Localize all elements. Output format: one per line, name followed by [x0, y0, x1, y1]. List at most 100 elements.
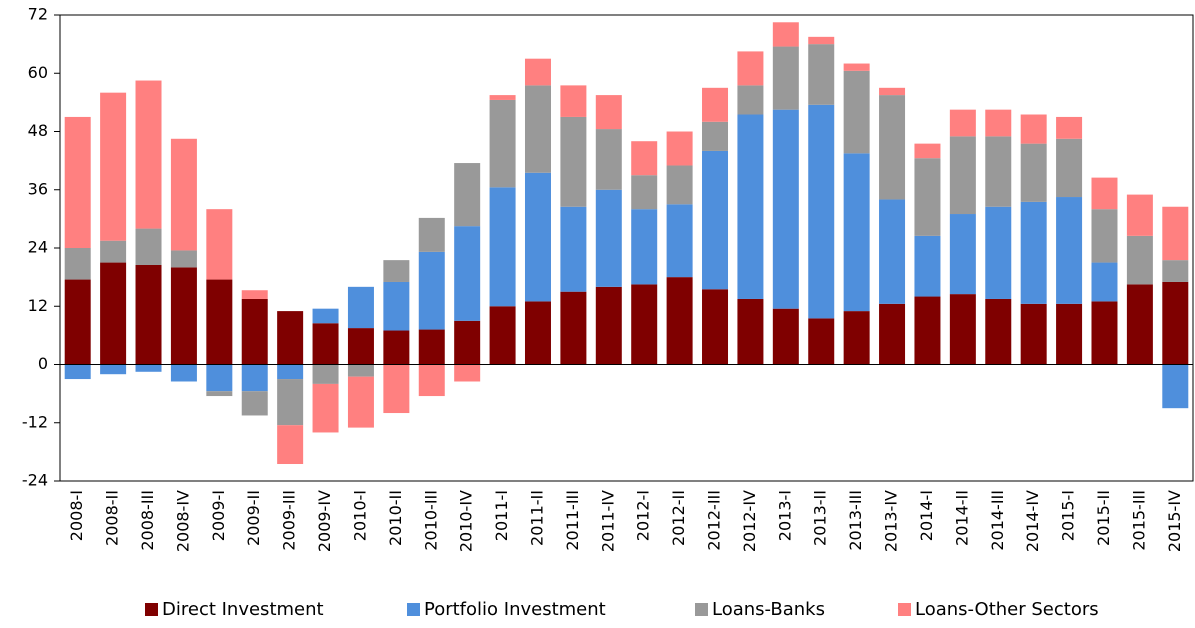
bar-segment [595, 286, 622, 365]
bar-segment [170, 250, 197, 268]
bar-segment [135, 364, 162, 372]
bar-segment [277, 364, 304, 380]
x-tick-label: 2009-IV [315, 490, 334, 552]
x-tick-label: 2013-I [775, 490, 794, 541]
bar-segment [595, 129, 622, 190]
bar-segment [949, 294, 976, 365]
bar-segment [702, 150, 729, 290]
bar-segment [135, 80, 162, 229]
bar-segment [666, 277, 693, 365]
x-tick-label: 2015-II [1094, 490, 1113, 546]
bar-segment [1056, 303, 1083, 365]
x-tick-label: 2010-IV [457, 490, 476, 552]
bar-segment [170, 138, 197, 251]
bar-segment [383, 260, 410, 282]
bar-segment [772, 22, 799, 47]
bar-segment [135, 228, 162, 265]
legend-label: Portfolio Investment [424, 599, 606, 620]
bar-segment [418, 217, 445, 252]
bar-segment [64, 116, 91, 248]
legend-swatch [695, 603, 708, 616]
x-tick-label: 2014-III [988, 490, 1007, 551]
x-tick-label: 2008-II [103, 490, 122, 546]
bar-segment [1162, 364, 1189, 409]
bar-segment [454, 226, 481, 321]
bar-segment [1020, 143, 1047, 202]
bar-segment [914, 235, 941, 297]
y-tick-label: 72 [28, 5, 48, 24]
bar-segment [1056, 197, 1083, 304]
bar-segment [560, 85, 587, 117]
bar-segment [808, 104, 835, 319]
bar-segment [1020, 201, 1047, 304]
bar-segment [843, 153, 870, 312]
bar-segment [241, 391, 268, 416]
legend-swatch [145, 603, 158, 616]
x-tick-label: 2013-III [846, 490, 865, 551]
x-tick-label: 2011-II [527, 490, 546, 546]
x-tick-label: 2012-III [705, 490, 724, 551]
bar-segment [772, 46, 799, 110]
bar-segment [914, 143, 941, 159]
bar-segment [312, 323, 339, 365]
bar-segment [135, 264, 162, 365]
bar-segment [347, 376, 374, 428]
bar-segment [560, 206, 587, 292]
bar-segment [879, 87, 906, 96]
bar-segment [702, 87, 729, 122]
bar-segment [560, 291, 587, 365]
legend-label: Loans-Other Sectors [915, 599, 1099, 620]
x-tick-label: 2011-IV [598, 490, 617, 552]
bar-segment [100, 92, 127, 241]
bar-segment [277, 425, 304, 465]
bar-segment [666, 204, 693, 278]
x-tick-label: 2012-I [634, 490, 653, 541]
bar-segment [737, 114, 764, 299]
bar-segment [489, 99, 516, 188]
bar-segment [843, 311, 870, 365]
x-tick-label: 2009-III [280, 490, 299, 551]
bar-segment [347, 328, 374, 365]
bar-segment [1020, 303, 1047, 365]
bar-segment [1091, 301, 1118, 365]
bar-segment [631, 175, 658, 210]
x-tick-label: 2015-IV [1165, 490, 1184, 552]
legend-label: Direct Investment [162, 599, 324, 620]
bar-segment [524, 58, 551, 86]
bar-segment [489, 95, 516, 100]
bar-segment [524, 301, 551, 365]
bar-segment [1091, 262, 1118, 302]
bar-segment [277, 379, 304, 426]
bar-segment [100, 240, 127, 263]
bar-segment [631, 141, 658, 176]
bar-segment [64, 364, 91, 380]
x-tick-label: 2015-I [1059, 490, 1078, 541]
x-tick-label: 2014-IV [1023, 490, 1042, 552]
bar-segment [843, 63, 870, 71]
bar-segment [1056, 138, 1083, 198]
bar-segment [64, 279, 91, 365]
bar-segment [489, 306, 516, 365]
bar-segment [560, 116, 587, 207]
bar-segment [914, 158, 941, 236]
bar-segment [489, 187, 516, 307]
x-tick-label: 2010-III [421, 490, 440, 551]
bar-segment [418, 329, 445, 365]
legend-swatch [898, 603, 911, 616]
bar-segment [1162, 281, 1189, 365]
bar-segment [347, 286, 374, 329]
bar-segment [312, 383, 339, 433]
x-tick-label: 2010-I [350, 490, 369, 541]
bar-segment [843, 70, 870, 154]
bar-segment [454, 364, 481, 382]
bar-segment [524, 172, 551, 302]
y-tick-label: -12 [22, 412, 48, 431]
bar-segment [347, 364, 374, 377]
bar-segment [1162, 206, 1189, 261]
bar-segment [1162, 260, 1189, 282]
bar-segment [1020, 114, 1047, 144]
bar-segment [170, 267, 197, 365]
x-tick-label: 2011-I [492, 490, 511, 541]
bar-segment [808, 318, 835, 365]
bar-segment [241, 290, 268, 299]
